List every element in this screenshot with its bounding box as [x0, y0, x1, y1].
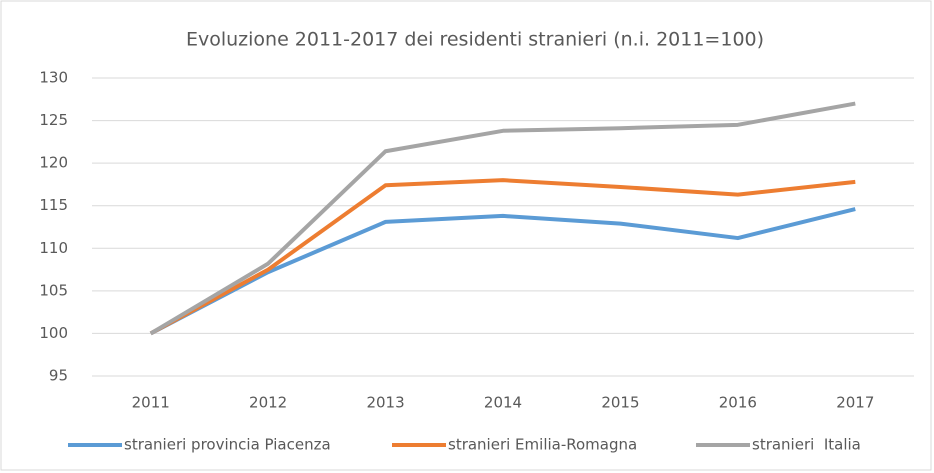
x-tick-label: 2014: [484, 394, 522, 412]
x-tick-label: 2016: [719, 394, 757, 412]
data-line: [149, 207, 856, 336]
y-tick-label: 105: [39, 281, 68, 299]
y-tick-label: 115: [39, 196, 68, 214]
data-line: [149, 178, 856, 336]
chart-title: Evoluzione 2011-2017 dei residenti stran…: [186, 29, 764, 51]
y-tick-label: 110: [39, 239, 68, 257]
y-tick-label: 125: [39, 111, 68, 129]
x-tick-label: 2012: [249, 394, 287, 412]
x-tick-label: 2015: [601, 394, 639, 412]
y-tick-label: 120: [39, 154, 68, 172]
legend-label: stranieri Italia: [752, 436, 861, 454]
x-tick-label: 2011: [132, 394, 170, 412]
y-tick-label: 95: [49, 367, 68, 385]
y-tick-label: 100: [39, 324, 68, 342]
data-line: [149, 101, 856, 336]
legend-label: stranieri Emilia-Romagna: [448, 436, 637, 454]
y-tick-label: 130: [39, 69, 68, 87]
legend-label: stranieri provincia Piacenza: [124, 436, 331, 454]
x-tick-label: 2017: [836, 394, 874, 412]
x-tick-label: 2013: [366, 394, 404, 412]
